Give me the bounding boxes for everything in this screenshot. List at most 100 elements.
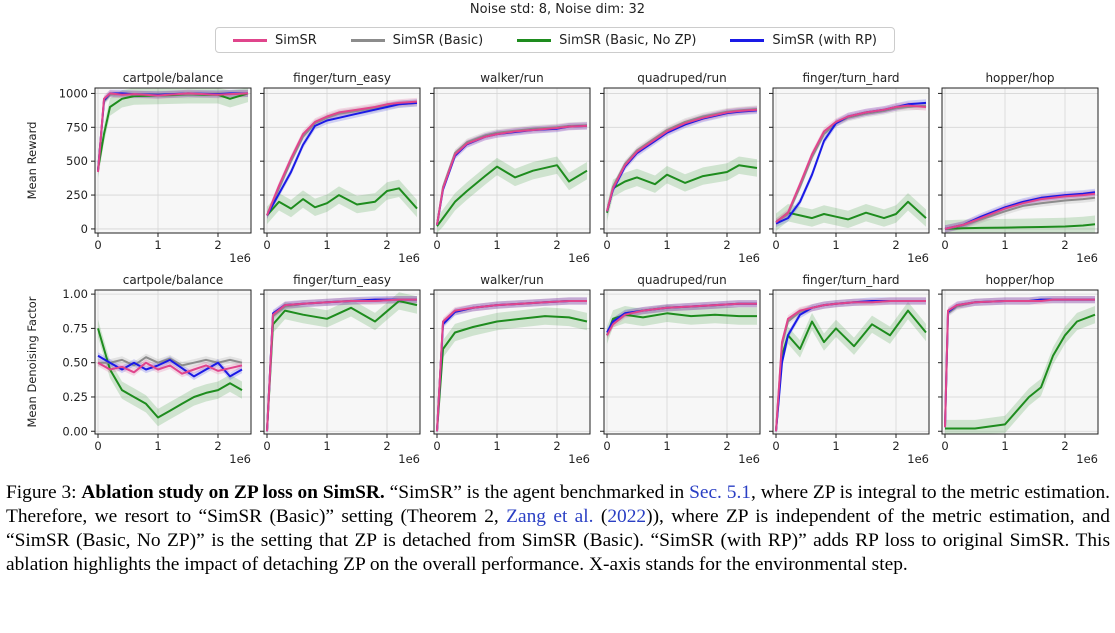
- plot-frame: [941, 87, 1099, 234]
- plot-background: [264, 290, 420, 434]
- legend-label: SimSR (with RP): [772, 32, 878, 48]
- confidence-band-simsr-basic-no-zp-: [437, 307, 587, 434]
- confidence-band-simsr-with-rp-: [607, 300, 757, 337]
- subplot-denoise-1: finger/turn_easy 0 1 2 1e6: [260, 273, 421, 466]
- x-tick-label: 0: [263, 439, 270, 453]
- caption-ref-zang[interactable]: Zang et al.: [506, 506, 594, 527]
- plot-background: [95, 88, 251, 233]
- x-tick-label: 1: [663, 439, 670, 453]
- series-line-simsr: [775, 300, 926, 432]
- confidence-band-simsr-with-rp-: [98, 352, 242, 380]
- caption-bold: Ablation study on ZP loss on SimSR.: [81, 482, 385, 503]
- legend-label: SimSR (Basic, No ZP): [559, 32, 697, 48]
- series-line-simsr: [606, 302, 757, 336]
- legend-swatch: [350, 38, 385, 42]
- x-tick-label: 2: [1061, 238, 1068, 252]
- x-tick-label: 2: [553, 238, 560, 252]
- x-tick-label: 2: [214, 238, 221, 252]
- subplot-title: cartpole/balance: [123, 273, 224, 287]
- series-line-simsr-basic-no-zp-: [97, 328, 243, 419]
- series-line-simsr: [944, 298, 1095, 428]
- x-tick-label: 0: [603, 238, 610, 252]
- x-tick-label: 2: [892, 439, 899, 453]
- plot-frame: [772, 87, 930, 234]
- plot-background: [942, 290, 1098, 434]
- series-line-simsr: [606, 108, 758, 212]
- x-scale-label: 1e6: [398, 251, 420, 265]
- chart-legend: SimSR SimSR (Basic) SimSR (Basic, No ZP)…: [215, 27, 895, 53]
- series-line-simsr-basic-no-zp-: [436, 315, 588, 432]
- subplot-title: walker/run: [480, 273, 544, 287]
- caption-ref-sec[interactable]: Sec. 5.1: [689, 482, 751, 503]
- subplot-reward-1: finger/turn_easy 0 1 2 1e6: [260, 71, 421, 265]
- legend-swatch: [730, 38, 765, 42]
- plot-frame: [94, 289, 252, 435]
- subplot-title: hopper/hop: [985, 273, 1054, 287]
- plot-frame: [263, 87, 421, 234]
- x-tick-label: 2: [1061, 439, 1068, 453]
- caption-text: , where ZP is integral to the metric est…: [6, 482, 1111, 527]
- subplot-title: finger/turn_hard: [802, 71, 899, 85]
- subplot-reward-0: cartpole/balance 0 1 2 1e6 0 250 500 750 1000 Mean…: [25, 71, 252, 265]
- x-scale-label: 1e6: [1076, 251, 1098, 265]
- x-tick-label: 2: [723, 439, 730, 453]
- legend-swatch: [517, 38, 552, 42]
- x-scale-label: 1e6: [738, 452, 760, 466]
- subplot-title: finger/turn_easy: [293, 71, 391, 85]
- x-tick-label: 1: [493, 238, 500, 252]
- y-axis-label: Mean Denoising Factor: [25, 296, 39, 427]
- plot-frame: [433, 87, 591, 234]
- plot-frame: [94, 87, 252, 234]
- figure-suptitle: Noise std: 8, Noise dim: 32: [469, 2, 646, 17]
- x-tick-label: 0: [941, 439, 948, 453]
- x-tick-label: 2: [723, 238, 730, 252]
- plot-background: [773, 88, 929, 233]
- y-tick-label: 1000: [59, 86, 88, 100]
- x-tick-label: 2: [214, 439, 221, 453]
- x-tick-label: 2: [383, 238, 390, 252]
- plot-frame: [263, 289, 421, 435]
- plot-background: [773, 290, 929, 434]
- x-scale-label: 1e6: [398, 452, 420, 466]
- series-line-simsr: [436, 124, 588, 226]
- x-scale-label: 1e6: [568, 452, 590, 466]
- series-line-simsr-basic-no-zp-: [606, 164, 758, 213]
- subplot-reward-2: walker/run 0 1 2 1e6: [430, 71, 591, 265]
- series-line-simsr: [97, 92, 249, 173]
- x-tick-label: 0: [433, 439, 440, 453]
- subplot-title: finger/turn_easy: [293, 273, 391, 287]
- x-tick-label: 0: [94, 238, 101, 252]
- subplot-reward-5: hopper/hop 0 1 2 1e6: [938, 71, 1099, 265]
- x-tick-label: 1: [832, 439, 839, 453]
- confidence-band-simsr: [607, 106, 757, 215]
- caption-text: (: [593, 506, 608, 527]
- y-tick-label: 0.50: [62, 356, 88, 370]
- series-line-simsr-basic-no-zp-: [775, 200, 927, 223]
- subplot-title: quadruped/run: [637, 273, 727, 287]
- legend-item-simsr-basic-no-zp: SimSR (Basic, No ZP): [517, 33, 696, 48]
- caption-fig-label: Figure 3:: [6, 482, 82, 503]
- y-tick-label: 750: [66, 120, 88, 134]
- series-line-simsr-basic-no-zp-: [266, 187, 418, 217]
- x-scale-label: 1e6: [738, 251, 760, 265]
- x-tick-label: 2: [892, 238, 899, 252]
- legend-item-simsr: SimSR: [232, 33, 317, 48]
- confidence-band-simsr-basic-no-zp-: [776, 193, 926, 231]
- x-tick-label: 0: [772, 238, 779, 252]
- y-tick-label: 1.00: [62, 287, 88, 301]
- plot-background: [434, 290, 590, 434]
- series-line-simsr: [944, 192, 1096, 230]
- caption-ref-year[interactable]: 2022: [607, 506, 647, 527]
- series-line-simsr: [436, 300, 587, 432]
- series-line-simsr-basic-: [266, 101, 418, 216]
- x-tick-label: 1: [1001, 439, 1008, 453]
- y-tick-label: 0: [81, 222, 88, 236]
- confidence-band-simsr-with-rp-: [607, 106, 757, 215]
- x-tick-label: 0: [433, 238, 440, 252]
- subplot-title: walker/run: [480, 71, 544, 85]
- confidence-band-simsr-basic-no-zp-: [98, 319, 242, 427]
- subplot-title: finger/turn_hard: [802, 273, 899, 287]
- x-tick-label: 1: [323, 238, 330, 252]
- x-scale-label: 1e6: [907, 452, 929, 466]
